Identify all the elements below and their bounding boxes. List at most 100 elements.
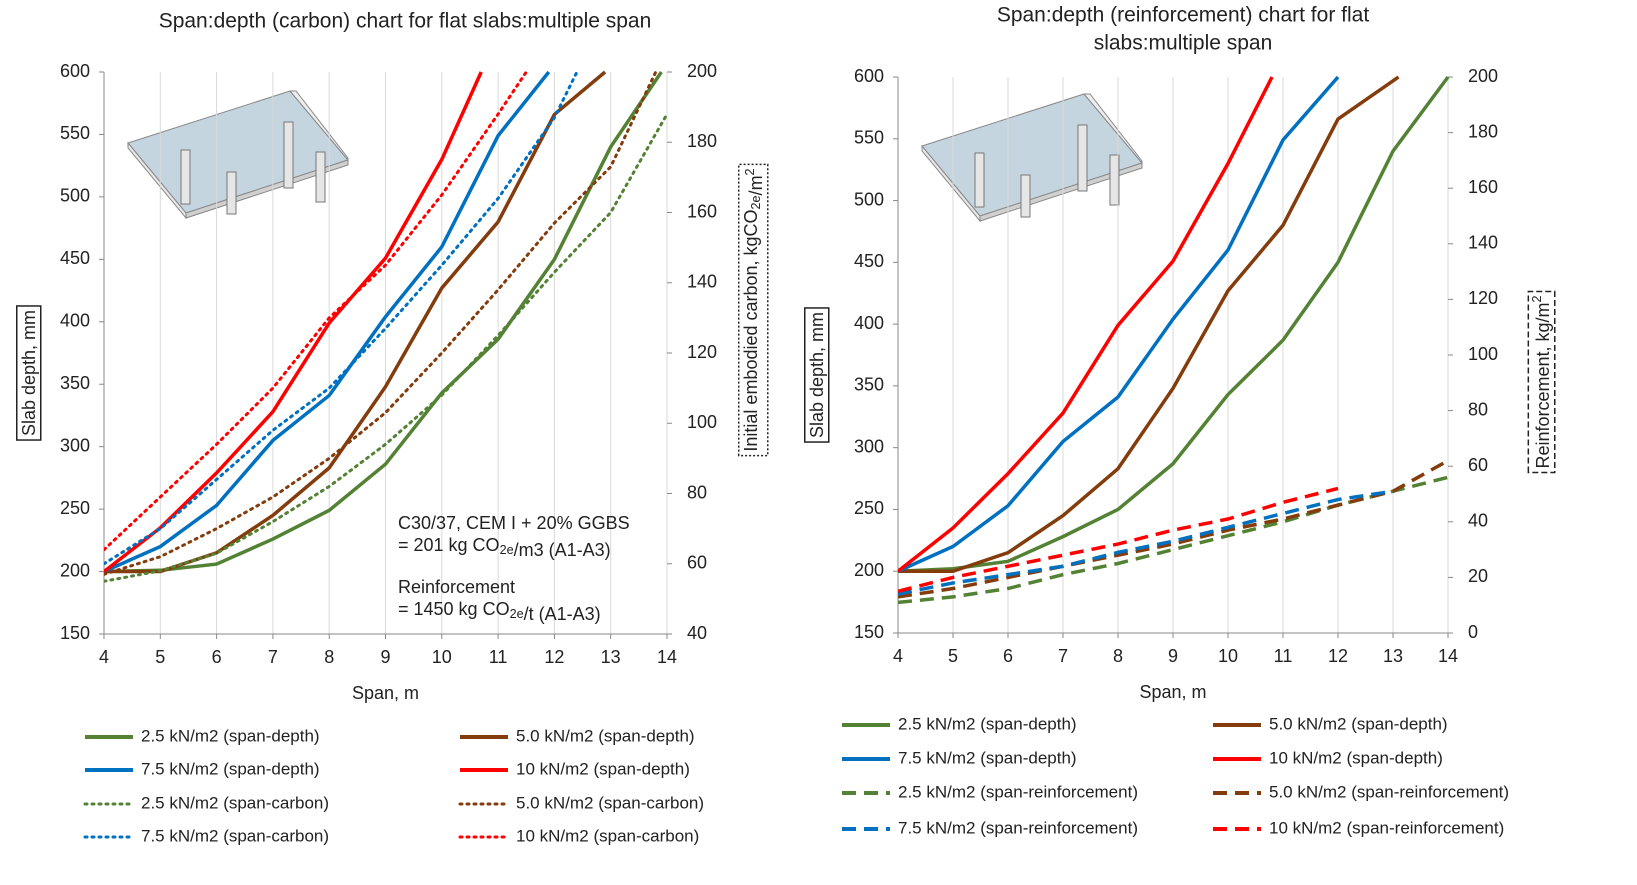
x-tick-label: 4 <box>893 646 903 666</box>
x-tick-label: 8 <box>1113 646 1123 666</box>
annotation-part: C30/37, CEM I + 20% GGBS <box>398 513 630 533</box>
y2-tick-label: 40 <box>687 623 707 643</box>
y-tick-label: 350 <box>60 373 90 393</box>
annotation: Reinforcement <box>398 577 515 597</box>
legend-label: 5.0 kN/m2 (span-carbon) <box>516 793 704 812</box>
y2-tick-label: 60 <box>687 553 707 573</box>
y-tick-label: 250 <box>60 498 90 518</box>
y-tick-label: 500 <box>60 186 90 206</box>
y2-tick-label: 40 <box>1468 511 1488 531</box>
y2-tick-label: 140 <box>1468 233 1498 253</box>
y2-tick-label: 180 <box>1468 121 1498 141</box>
label-box <box>804 307 830 443</box>
legend-label: 7.5 kN/m2 (span-depth) <box>141 759 320 778</box>
series-line <box>104 70 579 566</box>
chart-title: slabs:multiple span <box>1094 32 1273 55</box>
label-box <box>16 305 42 441</box>
y-axis-title: Slab depth, mm <box>19 310 39 436</box>
x-tick-label: 6 <box>212 647 222 667</box>
x-tick-label: 9 <box>380 647 390 667</box>
annotation-part: /t (A1-A3) <box>524 604 601 624</box>
x-tick-label: 6 <box>1003 646 1013 666</box>
y2-axis-title-sup: 2 <box>743 168 757 175</box>
series-line <box>104 70 658 576</box>
y-tick-label: 350 <box>854 375 884 395</box>
series-line <box>104 70 551 574</box>
x-axis-title: Span, m <box>352 683 419 703</box>
x-tick-label: 4 <box>99 647 109 667</box>
legend-label: 2.5 kN/m2 (span-carbon) <box>141 793 329 812</box>
y2-axis-title: Reinforcement, kg/m2 <box>1530 295 1552 468</box>
y2-tick-label: 80 <box>687 482 707 502</box>
legend-label: 10 kN/m2 (span-depth) <box>516 759 690 778</box>
annotation: C30/37, CEM I + 20% GGBS <box>398 513 630 533</box>
label-box <box>738 163 769 457</box>
annotation-part: = 1450 kg CO <box>398 599 510 619</box>
y2-tick-label: 80 <box>1468 399 1488 419</box>
y2-tick-label: 20 <box>1468 566 1488 586</box>
chart-title: Span:depth (reinforcement) chart for fla… <box>997 4 1370 27</box>
slab-icon <box>921 93 1143 223</box>
y2-tick-label: 140 <box>687 272 717 292</box>
slab-icon <box>127 90 349 220</box>
chart-title: Span:depth (carbon) chart for flat slabs… <box>159 10 652 33</box>
y-tick-label: 250 <box>854 498 884 518</box>
x-tick-label: 14 <box>1438 646 1458 666</box>
series-line <box>898 75 1450 573</box>
label-box <box>1527 290 1556 474</box>
y-tick-label: 600 <box>60 61 90 81</box>
y-tick-label: 550 <box>60 123 90 143</box>
series-line <box>104 70 528 552</box>
series-line <box>898 489 1394 596</box>
y2-tick-label: 180 <box>687 131 717 151</box>
annotation: = 1450 kg CO2e/t (A1-A3) <box>398 599 601 624</box>
legend-label: 2.5 kN/m2 (span-reinforcement) <box>898 782 1138 801</box>
y-tick-label: 600 <box>854 66 884 86</box>
annotation-part: = 201 kg CO <box>398 535 500 555</box>
x-tick-label: 10 <box>1218 646 1238 666</box>
y2-tick-label: 160 <box>1468 177 1498 197</box>
legend-label: 5.0 kN/m2 (span-reinforcement) <box>1269 782 1509 801</box>
y-tick-label: 200 <box>60 560 90 580</box>
y-axis-title: Slab depth, mm <box>807 312 827 438</box>
y2-tick-label: 100 <box>687 412 717 432</box>
annotation-part: Reinforcement <box>398 577 515 597</box>
x-tick-label: 9 <box>1168 646 1178 666</box>
legend-label: 5.0 kN/m2 (span-depth) <box>516 726 695 745</box>
y-tick-label: 400 <box>60 311 90 331</box>
legend-label: 10 kN/m2 (span-carbon) <box>516 826 699 845</box>
y2-tick-label: 200 <box>1468 66 1498 86</box>
series-line <box>898 76 1274 573</box>
legend-label: 7.5 kN/m2 (span-reinforcement) <box>898 818 1138 837</box>
x-tick-label: 12 <box>544 647 564 667</box>
x-tick-label: 13 <box>1383 646 1403 666</box>
annotation-sub: 2e <box>500 543 514 557</box>
annotation-sub: 2e <box>510 607 524 621</box>
y2-tick-label: 120 <box>1468 288 1498 308</box>
annotation: = 201 kg CO2e/m3 (A1-A3) <box>398 535 611 560</box>
legend-label: 7.5 kN/m2 (span-depth) <box>898 748 1077 767</box>
legend-label: 2.5 kN/m2 (span-depth) <box>898 714 1077 733</box>
x-tick-label: 7 <box>268 647 278 667</box>
x-tick-label: 10 <box>432 647 452 667</box>
series-line <box>898 486 1339 593</box>
x-tick-label: 8 <box>324 647 334 667</box>
x-tick-label: 12 <box>1328 646 1348 666</box>
y-tick-label: 500 <box>854 189 884 209</box>
y2-axis-title-part: /m <box>746 175 766 195</box>
series-line <box>898 75 1340 573</box>
x-tick-label: 14 <box>657 647 677 667</box>
y-tick-label: 200 <box>854 560 884 580</box>
series-line <box>898 75 1400 573</box>
y2-tick-label: 0 <box>1468 622 1478 642</box>
x-tick-label: 13 <box>601 647 621 667</box>
y2-tick-label: 200 <box>687 61 717 81</box>
series-line <box>104 71 483 573</box>
legend-label: 10 kN/m2 (span-depth) <box>1269 748 1443 767</box>
y2-axis-title-part: Reinforcement, kg/m <box>1533 302 1553 468</box>
y-tick-label: 550 <box>854 128 884 148</box>
series-line <box>104 71 663 574</box>
y-tick-label: 400 <box>854 313 884 333</box>
y-tick-label: 450 <box>60 248 90 268</box>
